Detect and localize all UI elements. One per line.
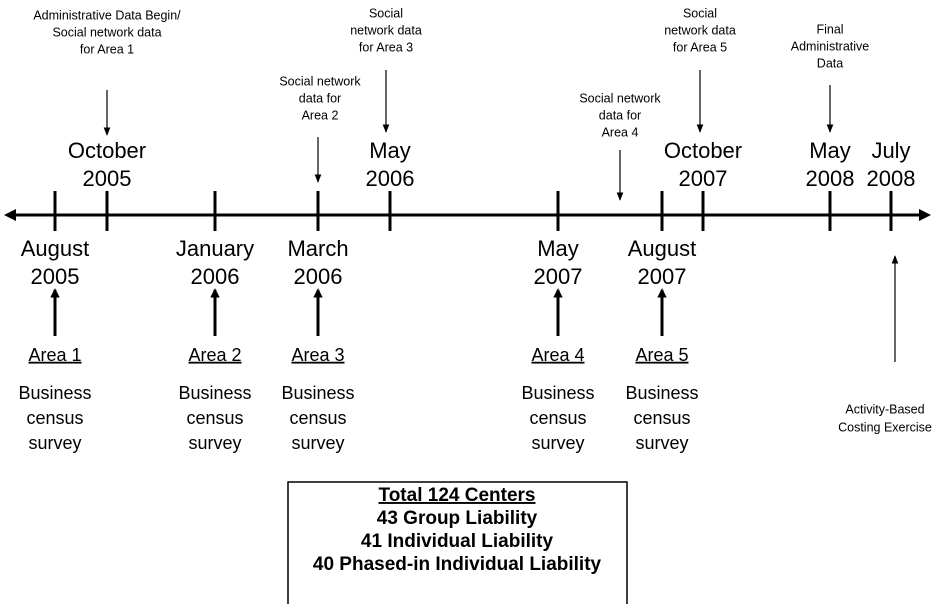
annotation: Social xyxy=(683,6,717,20)
area-survey: survey xyxy=(531,433,584,453)
date-year: 2008 xyxy=(867,166,916,191)
area-survey: Business xyxy=(178,383,251,403)
date-year: 2005 xyxy=(83,166,132,191)
summary-box xyxy=(287,481,628,604)
date-month: March xyxy=(287,236,348,261)
date-month: October xyxy=(664,138,742,163)
date-year: 2006 xyxy=(294,264,343,289)
annotation: Final xyxy=(816,22,843,36)
date-month: May xyxy=(369,138,411,163)
annotation: Data xyxy=(817,56,843,70)
date-year: 2007 xyxy=(638,264,687,289)
area-survey: Business xyxy=(281,383,354,403)
date-month: May xyxy=(537,236,579,261)
date-year: 2006 xyxy=(191,264,240,289)
date-year: 2008 xyxy=(806,166,855,191)
annotation: for Area 3 xyxy=(359,40,413,54)
area-label: Area 3 xyxy=(291,345,344,365)
area-label: Area 4 xyxy=(531,345,584,365)
area-label: Area 5 xyxy=(635,345,688,365)
annotation: network data xyxy=(350,23,422,37)
area-survey: Business xyxy=(625,383,698,403)
annotation: Costing Exercise xyxy=(838,420,932,434)
box-line: 43 Group Liability xyxy=(377,508,538,529)
area-survey: census xyxy=(289,408,346,428)
arrow-right xyxy=(919,209,931,221)
annotation: for Area 5 xyxy=(673,40,727,54)
area-survey: survey xyxy=(28,433,81,453)
area-label: Area 2 xyxy=(188,345,241,365)
date-month: January xyxy=(176,236,254,261)
date-year: 2007 xyxy=(534,264,583,289)
annotation: for Area 1 xyxy=(80,42,134,56)
annotation: Administrative Data Begin/ xyxy=(33,8,181,22)
annotation: Social network xyxy=(579,91,661,105)
box-line: 40 Phased-in Individual Liability xyxy=(313,554,602,575)
box-line: 41 Individual Liability xyxy=(361,531,554,552)
annotation: Social network data xyxy=(52,25,161,39)
annotation: data for xyxy=(299,91,341,105)
date-month: July xyxy=(871,138,910,163)
date-month: August xyxy=(628,236,697,261)
annotation: Activity-Based xyxy=(845,402,924,416)
area-survey: census xyxy=(529,408,586,428)
annotation: Administrative xyxy=(791,39,870,53)
area-label: Area 1 xyxy=(28,345,81,365)
arrow-left xyxy=(4,209,16,221)
annotation: Social network xyxy=(279,74,361,88)
annotation: network data xyxy=(664,23,736,37)
area-survey: census xyxy=(26,408,83,428)
area-survey: Business xyxy=(521,383,594,403)
area-survey: survey xyxy=(188,433,241,453)
date-year: 2007 xyxy=(679,166,728,191)
annotation: data for xyxy=(599,108,641,122)
area-survey: Business xyxy=(18,383,91,403)
annotation: Social xyxy=(369,6,403,20)
box-title: Total 124 Centers xyxy=(379,485,536,506)
date-month: May xyxy=(809,138,851,163)
date-year: 2006 xyxy=(366,166,415,191)
area-survey: survey xyxy=(635,433,688,453)
date-month: August xyxy=(21,236,90,261)
area-survey: census xyxy=(186,408,243,428)
annotation: Area 2 xyxy=(302,108,339,122)
annotation: Area 4 xyxy=(602,125,639,139)
date-month: October xyxy=(68,138,146,163)
date-year: 2005 xyxy=(31,264,80,289)
area-survey: census xyxy=(633,408,690,428)
area-survey: survey xyxy=(291,433,344,453)
